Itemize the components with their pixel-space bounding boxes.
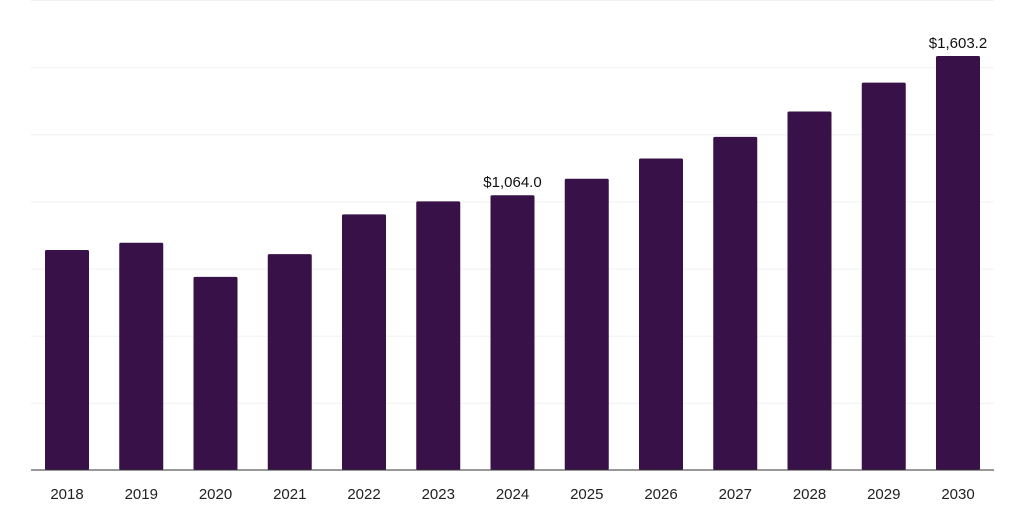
x-tick-label-2029: 2029 bbox=[867, 486, 900, 503]
x-tick-label-2028: 2028 bbox=[793, 486, 826, 503]
bar-2022 bbox=[342, 214, 386, 470]
x-tick-label-2020: 2020 bbox=[199, 486, 232, 503]
bar-2028 bbox=[787, 111, 832, 471]
data-labels: $1,064.0 $1,603.2 bbox=[483, 35, 987, 191]
x-tick-label-2019: 2019 bbox=[125, 486, 158, 503]
x-tick-label-2026: 2026 bbox=[644, 486, 677, 503]
bar-2030 bbox=[936, 55, 980, 470]
bar-2021 bbox=[267, 254, 312, 470]
bar-2019 bbox=[119, 242, 164, 470]
x-tick-label-2021: 2021 bbox=[273, 486, 306, 503]
bar-2024 bbox=[490, 195, 535, 470]
bar-2027 bbox=[713, 136, 758, 470]
bar-2020 bbox=[193, 276, 238, 470]
x-tick-labels: 2018 2019 2020 2021 2022 2023 2024 2025 2026 2027… bbox=[50, 486, 974, 503]
bar-2025 bbox=[564, 178, 609, 470]
x-tick-label-2023: 2023 bbox=[422, 486, 455, 503]
x-tick-label-2018: 2018 bbox=[50, 486, 83, 503]
bars bbox=[45, 55, 980, 471]
x-tick-label-2027: 2027 bbox=[719, 486, 752, 503]
x-tick-label-2030: 2030 bbox=[941, 486, 974, 503]
x-tick-label-2024: 2024 bbox=[496, 486, 529, 503]
bar-2029 bbox=[861, 82, 906, 470]
x-tick-label-2022: 2022 bbox=[347, 486, 380, 503]
x-tick-label-2025: 2025 bbox=[570, 486, 603, 503]
data-label-2030: $1,603.2 bbox=[929, 35, 987, 52]
data-label-2024: $1,064.0 bbox=[483, 174, 541, 191]
bar-2026 bbox=[639, 158, 683, 471]
bar-2023 bbox=[416, 201, 461, 470]
bar-2018 bbox=[45, 249, 89, 470]
